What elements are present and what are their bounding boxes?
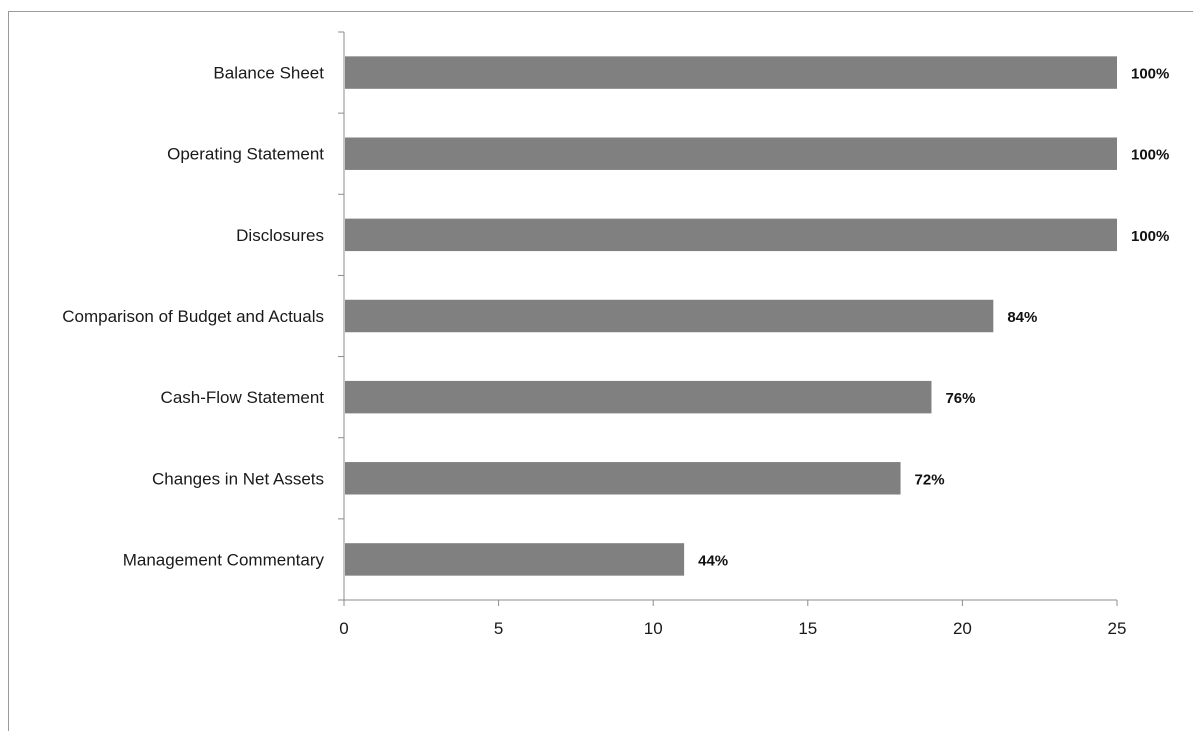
category-label: Cash-Flow Statement (161, 388, 325, 407)
bar-6 (345, 462, 901, 495)
x-tick-label: 0 (339, 619, 348, 638)
bar-5 (345, 380, 932, 414)
data-label: 100% (1131, 147, 1169, 164)
category-label: Operating Statement (167, 145, 324, 164)
data-label: 44% (698, 552, 728, 569)
bar-2 (345, 137, 1117, 170)
x-tick-label: 5 (494, 619, 503, 638)
data-label: 72% (915, 471, 945, 488)
data-label: 100% (1131, 228, 1169, 245)
category-label: Management Commentary (123, 550, 325, 569)
x-tick-label: 10 (644, 619, 663, 638)
bar-1 (345, 56, 1117, 89)
x-tick-label: 25 (1108, 619, 1127, 638)
category-label: Comparison of Budget and Actuals (62, 307, 324, 326)
category-label: Balance Sheet (213, 64, 324, 83)
data-label: 100% (1131, 66, 1169, 83)
chart-frame (8, 11, 1193, 731)
data-label: 84% (1007, 309, 1037, 326)
bar-3 (345, 218, 1117, 252)
category-label: Disclosures (236, 226, 324, 245)
labels-group: Balance Sheet 100% Operating Statement 100%… (62, 64, 1169, 638)
axes-group (338, 31, 1118, 606)
x-tick-label: 20 (953, 619, 972, 638)
data-label: 76% (945, 390, 975, 407)
bar-7 (345, 543, 685, 576)
bars-group (345, 56, 1117, 576)
x-tick-label: 15 (798, 619, 817, 638)
category-label: Changes in Net Assets (152, 469, 324, 488)
bar-4 (345, 299, 994, 333)
